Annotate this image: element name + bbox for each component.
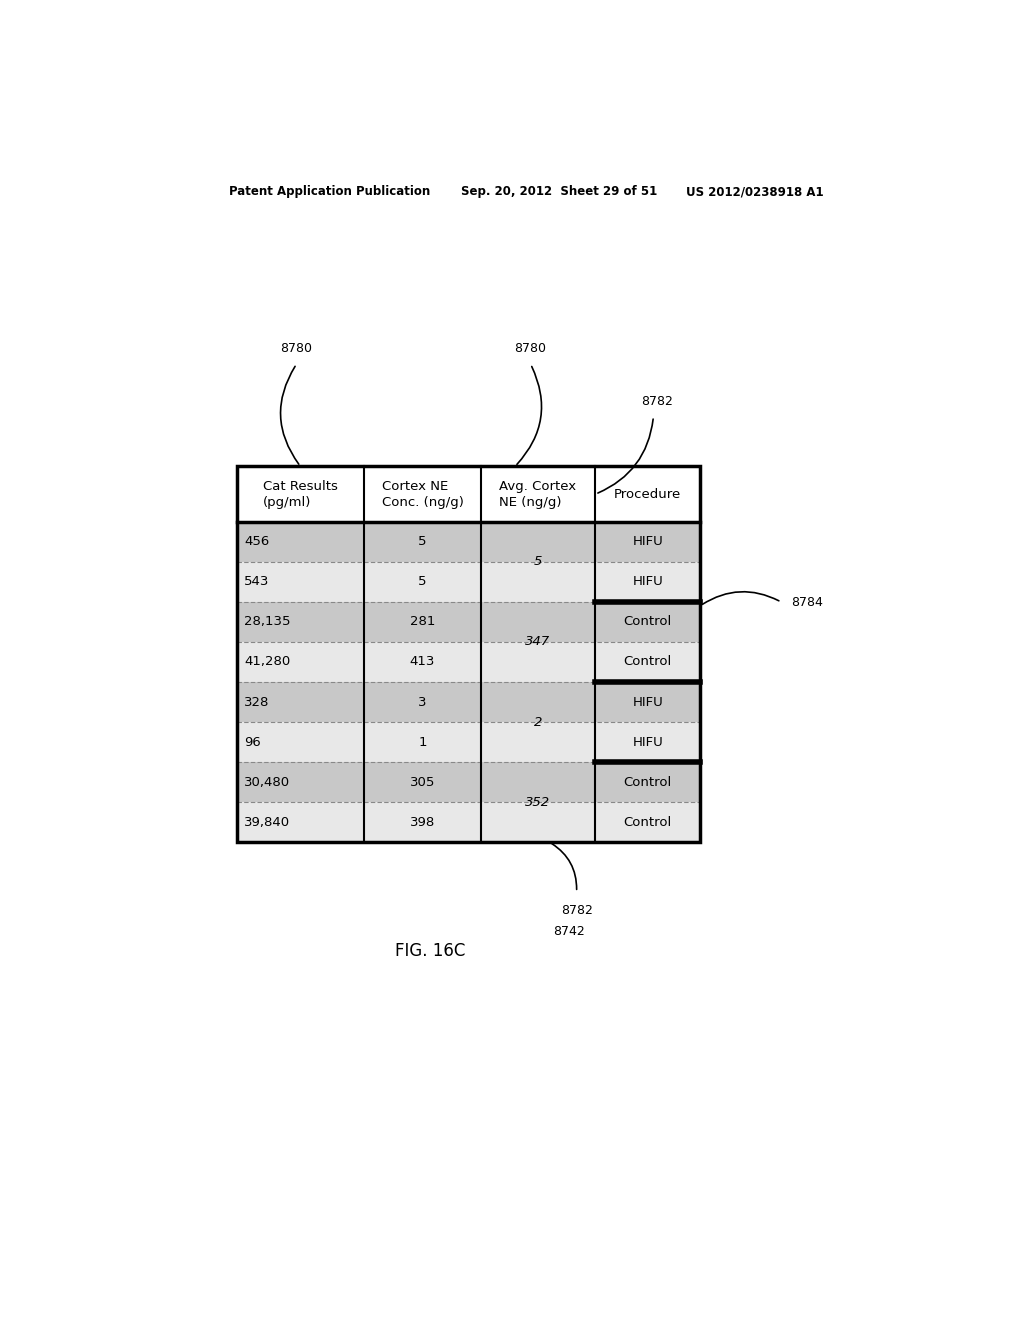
Text: Control: Control	[624, 776, 672, 788]
Text: HIFU: HIFU	[632, 696, 663, 709]
Text: 305: 305	[410, 776, 435, 788]
Text: Control: Control	[624, 816, 672, 829]
Text: 5: 5	[418, 576, 427, 589]
Text: Avg. Cortex
NE (ng/g): Avg. Cortex NE (ng/g)	[500, 479, 577, 508]
Text: FIG. 16C: FIG. 16C	[395, 942, 466, 961]
Text: 352: 352	[525, 796, 551, 809]
Text: 8780: 8780	[514, 342, 547, 355]
Text: 1: 1	[418, 735, 427, 748]
Text: 347: 347	[525, 635, 551, 648]
Bar	[237, 803, 700, 842]
Text: Cat Results
(pg/ml): Cat Results (pg/ml)	[263, 479, 338, 508]
Text: HIFU: HIFU	[632, 536, 663, 548]
Bar	[237, 521, 700, 562]
Text: 5: 5	[534, 556, 542, 569]
Text: 30,480: 30,480	[245, 776, 291, 788]
Text: 456: 456	[245, 536, 269, 548]
Text: 398: 398	[410, 816, 435, 829]
Text: 8782: 8782	[641, 395, 673, 408]
Bar	[237, 762, 700, 803]
Bar	[237, 602, 700, 642]
Text: Patent Application Publication: Patent Application Publication	[228, 185, 430, 198]
Bar	[237, 466, 700, 842]
Text: HIFU: HIFU	[632, 735, 663, 748]
Bar	[237, 562, 700, 602]
Bar	[237, 682, 700, 722]
Text: 8782: 8782	[560, 904, 593, 917]
Text: 2: 2	[534, 715, 542, 729]
Text: 5: 5	[418, 536, 427, 548]
Text: 39,840: 39,840	[245, 816, 291, 829]
Bar	[237, 642, 700, 682]
Text: 41,280: 41,280	[245, 656, 291, 668]
Text: 28,135: 28,135	[245, 615, 291, 628]
Text: 8742: 8742	[553, 925, 585, 939]
Text: US 2012/0238918 A1: US 2012/0238918 A1	[686, 185, 823, 198]
Text: 413: 413	[410, 656, 435, 668]
Text: HIFU: HIFU	[632, 576, 663, 589]
Text: 281: 281	[410, 615, 435, 628]
Text: Sep. 20, 2012  Sheet 29 of 51: Sep. 20, 2012 Sheet 29 of 51	[461, 185, 657, 198]
Text: 3: 3	[418, 696, 427, 709]
Bar	[237, 466, 700, 521]
Text: 8780: 8780	[281, 342, 312, 355]
Text: Procedure: Procedure	[614, 487, 681, 500]
Text: 96: 96	[245, 735, 261, 748]
Text: 543: 543	[245, 576, 269, 589]
Text: Cortex NE
Conc. (ng/g): Cortex NE Conc. (ng/g)	[382, 479, 464, 508]
Text: Control: Control	[624, 656, 672, 668]
Text: Control: Control	[624, 615, 672, 628]
Text: 328: 328	[245, 696, 269, 709]
Bar	[237, 722, 700, 762]
Text: 8784: 8784	[792, 595, 823, 609]
